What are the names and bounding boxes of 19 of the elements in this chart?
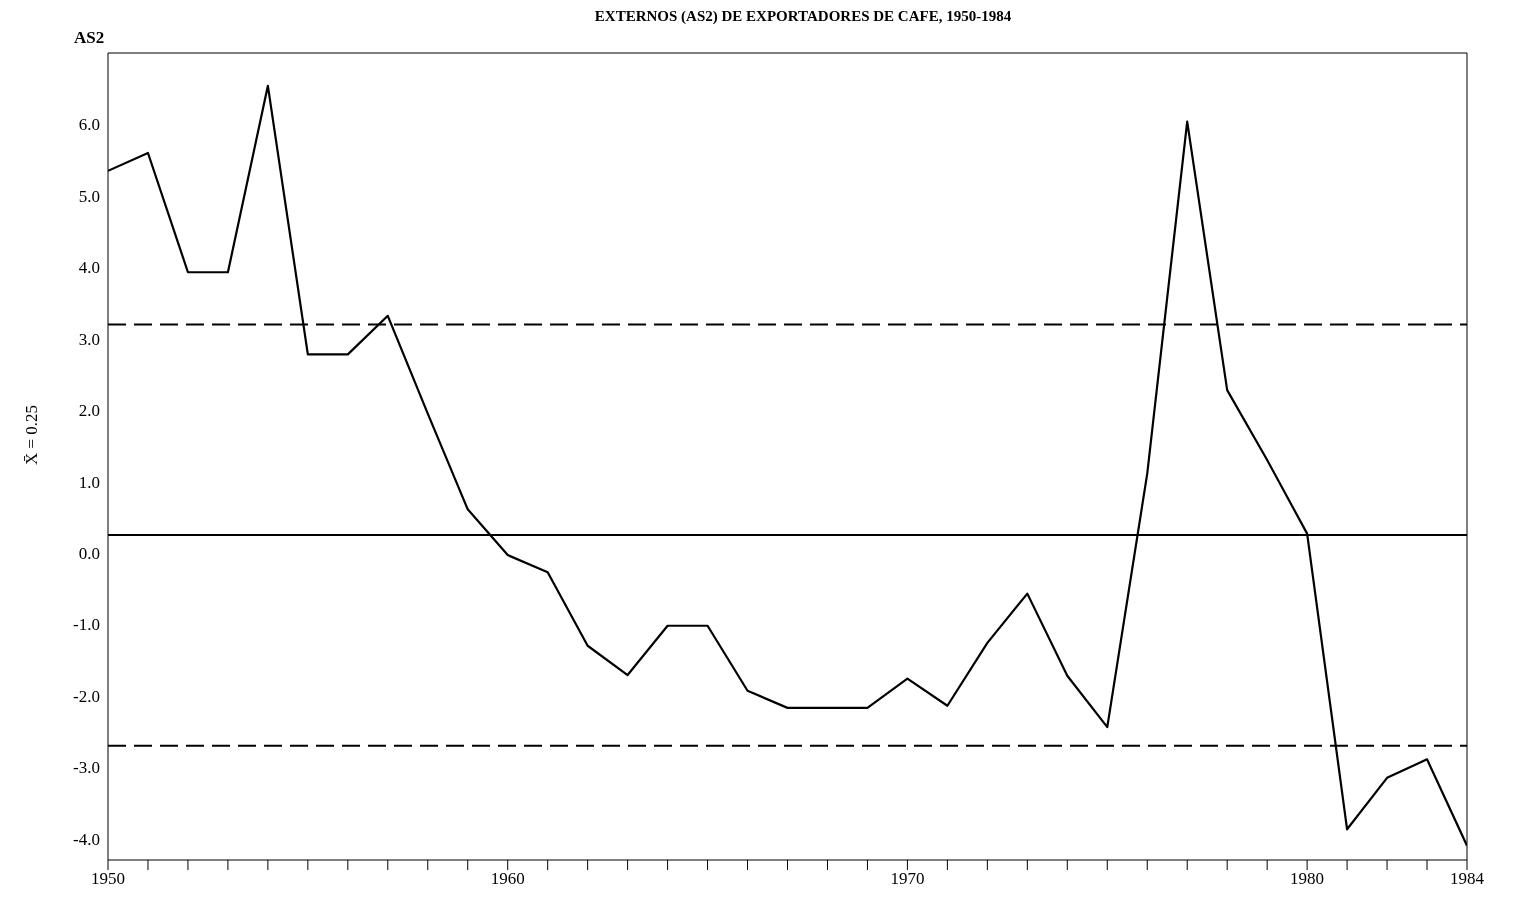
chart-title: EXTERNOS (AS2) DE EXPORTADORES DE CAFE, 1950-1984 <box>594 8 1012 24</box>
x-tick-label: 1960 <box>490 869 525 889</box>
y-tick-label: 1.0 <box>78 472 100 492</box>
x-tick-label: 1980 <box>1290 869 1325 889</box>
y-tick-label: -2.0 <box>73 686 100 706</box>
y-tick-label: -3.0 <box>73 758 100 778</box>
y-tick-label: 6.0 <box>78 115 100 135</box>
x-tick-label: 1950 <box>91 869 125 889</box>
x-tick-label: 1970 <box>890 869 925 889</box>
y-tick-label: 2.0 <box>78 401 100 421</box>
y-tick-label: 5.0 <box>78 186 100 206</box>
y-tick-label: 3.0 <box>78 329 100 349</box>
x-tick-label: 1984 <box>1450 869 1485 889</box>
y-tick-label: 4.0 <box>78 258 100 278</box>
y-tick-label: -4.0 <box>73 829 100 849</box>
y-tick-label: 0.0 <box>78 543 100 563</box>
y-tick-label: -1.0 <box>73 615 100 635</box>
ref-line-label: X̄ = 0.25 <box>21 405 41 466</box>
y-axis-title: AS2 <box>74 28 105 48</box>
